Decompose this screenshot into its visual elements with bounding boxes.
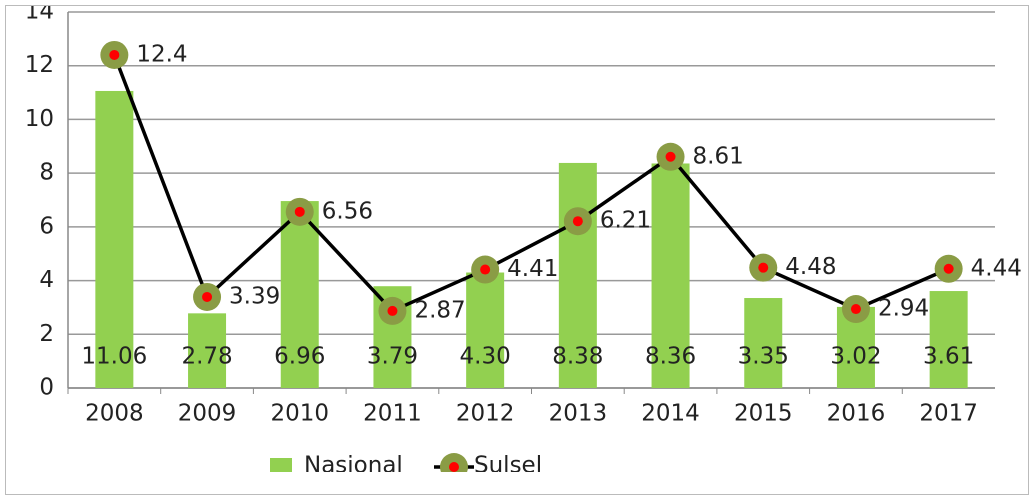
marker-center [943, 263, 954, 274]
marker-center [758, 262, 769, 273]
point-value-label: 4.48 [785, 254, 836, 280]
bar [651, 163, 690, 388]
point-value-label: 6.56 [322, 198, 373, 224]
bar-value-label: 11.06 [81, 344, 147, 370]
point-value-label: 6.21 [600, 208, 651, 234]
bar [95, 90, 134, 389]
marker-center [665, 151, 676, 162]
y-tick-label: 2 [39, 321, 54, 347]
line [112, 54, 950, 314]
bar-value-label: 6.96 [274, 344, 325, 370]
bar-value-label: 3.61 [923, 344, 974, 370]
marker-center [572, 216, 583, 227]
bar-value-label: 3.35 [738, 344, 789, 370]
x-tick-label: 2013 [549, 401, 608, 427]
x-tick-label: 2008 [85, 401, 144, 427]
point-value-label: 4.44 [971, 255, 1022, 281]
x-tick-label: 2009 [178, 401, 237, 427]
bar-value-label: 8.38 [552, 344, 603, 370]
y-tick-label: 0 [39, 375, 54, 401]
bar [188, 313, 227, 388]
y-tick-label: 10 [25, 106, 54, 132]
y-tick-label: 4 [39, 267, 54, 293]
bar-value-label: 8.36 [645, 344, 696, 370]
point-value-label: 8.61 [693, 143, 744, 169]
y-tick-label: 14 [25, 0, 54, 25]
y-tick-label: 6 [39, 213, 54, 239]
chart-frame [5, 5, 1029, 495]
plot: 0 2 4 6 8 10 12 14 2008 2009 2010 2011 2012 2013 2014 2… [25, 0, 1022, 479]
point-value-label: 12.4 [136, 41, 187, 67]
bar [466, 272, 505, 388]
bar-value-label: 3.79 [367, 344, 418, 370]
x-tick-label: 2014 [641, 401, 700, 427]
marker-center [850, 304, 861, 315]
bar-value-label: 2.78 [181, 344, 232, 370]
bar [280, 201, 319, 388]
legend-swatch [449, 462, 459, 472]
y-tick-label: 12 [25, 52, 54, 78]
bar-value-label: 3.02 [830, 344, 881, 370]
x-tick-label: 2011 [363, 401, 422, 427]
bar [558, 162, 597, 388]
point-value-label: 2.94 [878, 296, 929, 322]
legend-swatch [270, 458, 292, 472]
x-tick-label: 2017 [919, 401, 978, 427]
bar-value-label: 4.30 [460, 344, 511, 370]
y-tick-label: 8 [39, 160, 54, 186]
legend-label: Nasional [304, 453, 403, 479]
marker-center [294, 206, 305, 217]
point-value-label: 4.41 [507, 256, 558, 282]
x-tick-label: 2010 [270, 401, 329, 427]
bar [744, 298, 783, 388]
x-tick-label: 2016 [827, 401, 886, 427]
bar [929, 291, 968, 388]
point-value-label: 2.87 [414, 297, 465, 323]
x-tick-label: 2015 [734, 401, 793, 427]
x-tick-label: 2012 [456, 401, 515, 427]
legend-label: Sulsel [474, 453, 542, 479]
point-value-label: 3.39 [229, 283, 280, 309]
marker-center [480, 264, 491, 275]
marker-center [109, 49, 120, 60]
marker-center [387, 305, 398, 316]
marker-center [202, 291, 213, 302]
